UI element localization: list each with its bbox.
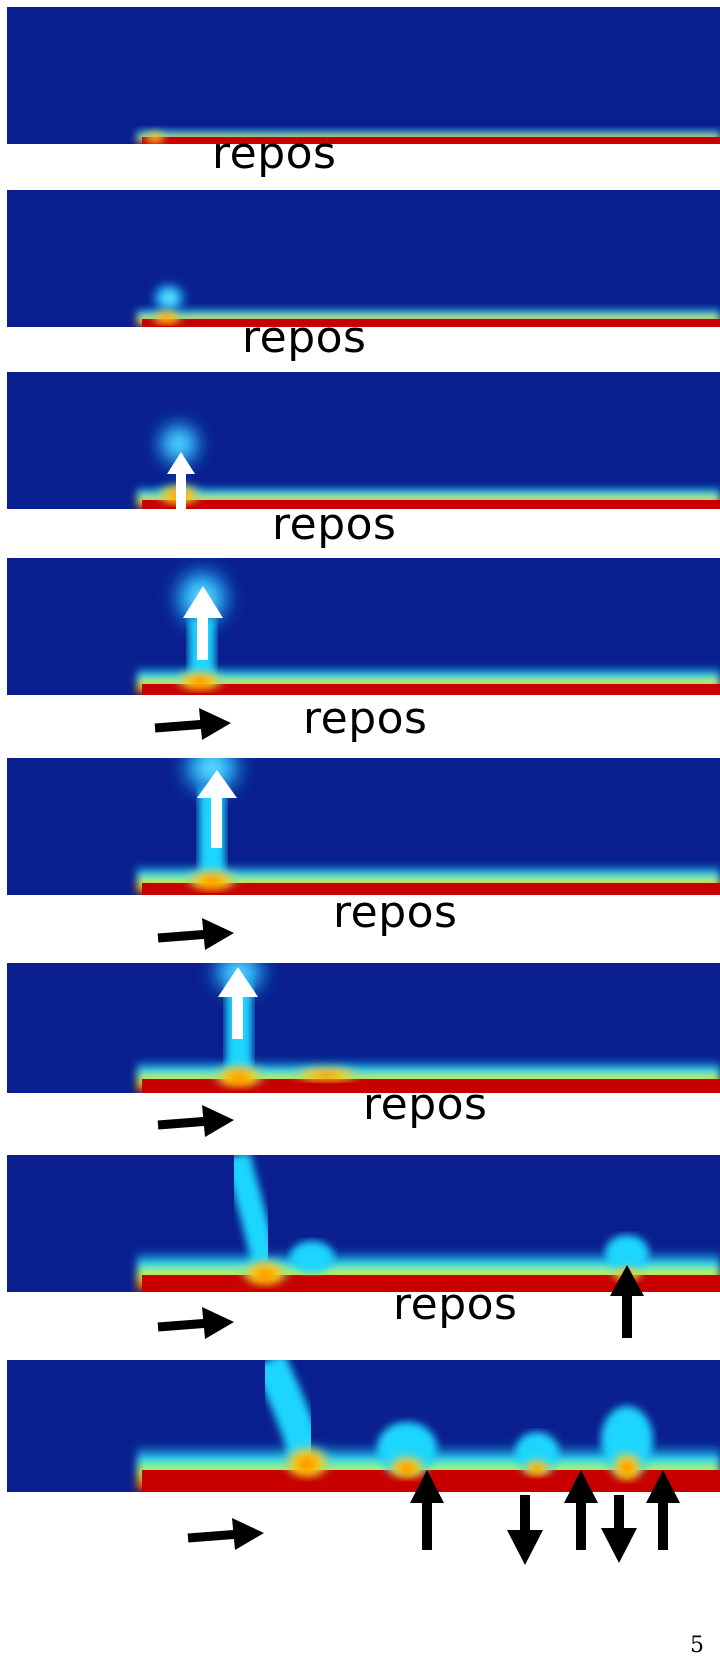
label-repos-6: repos [363, 1079, 488, 1130]
simulation-panel-1 [7, 7, 720, 144]
label-repos-7: repos [393, 1279, 518, 1330]
arrow-down-icon [601, 1495, 637, 1563]
simulation-panel-7 [7, 1155, 720, 1292]
label-repos-3: repos [272, 499, 397, 550]
arrow-up-icon [218, 967, 258, 1039]
heatmap-frame-4 [7, 558, 720, 695]
heatmap-frame-3 [7, 372, 720, 509]
arrow-right-icon [157, 1307, 234, 1339]
heatmap-frame-2 [7, 190, 720, 327]
page-number: 5 [690, 1633, 704, 1658]
label-repos-2: repos [242, 312, 367, 363]
arrow-down-icon [507, 1495, 543, 1565]
label-repos-5: repos [333, 887, 458, 938]
arrow-up-icon [167, 452, 195, 509]
simulation-panel-4 [7, 558, 720, 695]
simulation-panel-6 [7, 963, 720, 1093]
heatmap-frame-5 [7, 758, 720, 895]
arrow-right-icon [187, 1518, 264, 1550]
heatmap-frame-7 [7, 1155, 720, 1292]
simulation-panel-2 [7, 190, 720, 327]
heatmap-frame-1 [7, 7, 720, 144]
label-repos-4: repos [303, 693, 428, 744]
arrow-up-icon [197, 770, 237, 848]
heatmap-frame-8 [7, 1360, 720, 1492]
simulation-panel-3 [7, 372, 720, 509]
label-repos-1: repos [212, 128, 337, 179]
arrow-up-icon [183, 586, 223, 660]
simulation-panel-8 [7, 1360, 720, 1492]
heatmap-frame-6 [7, 963, 720, 1093]
simulation-panel-5 [7, 758, 720, 895]
